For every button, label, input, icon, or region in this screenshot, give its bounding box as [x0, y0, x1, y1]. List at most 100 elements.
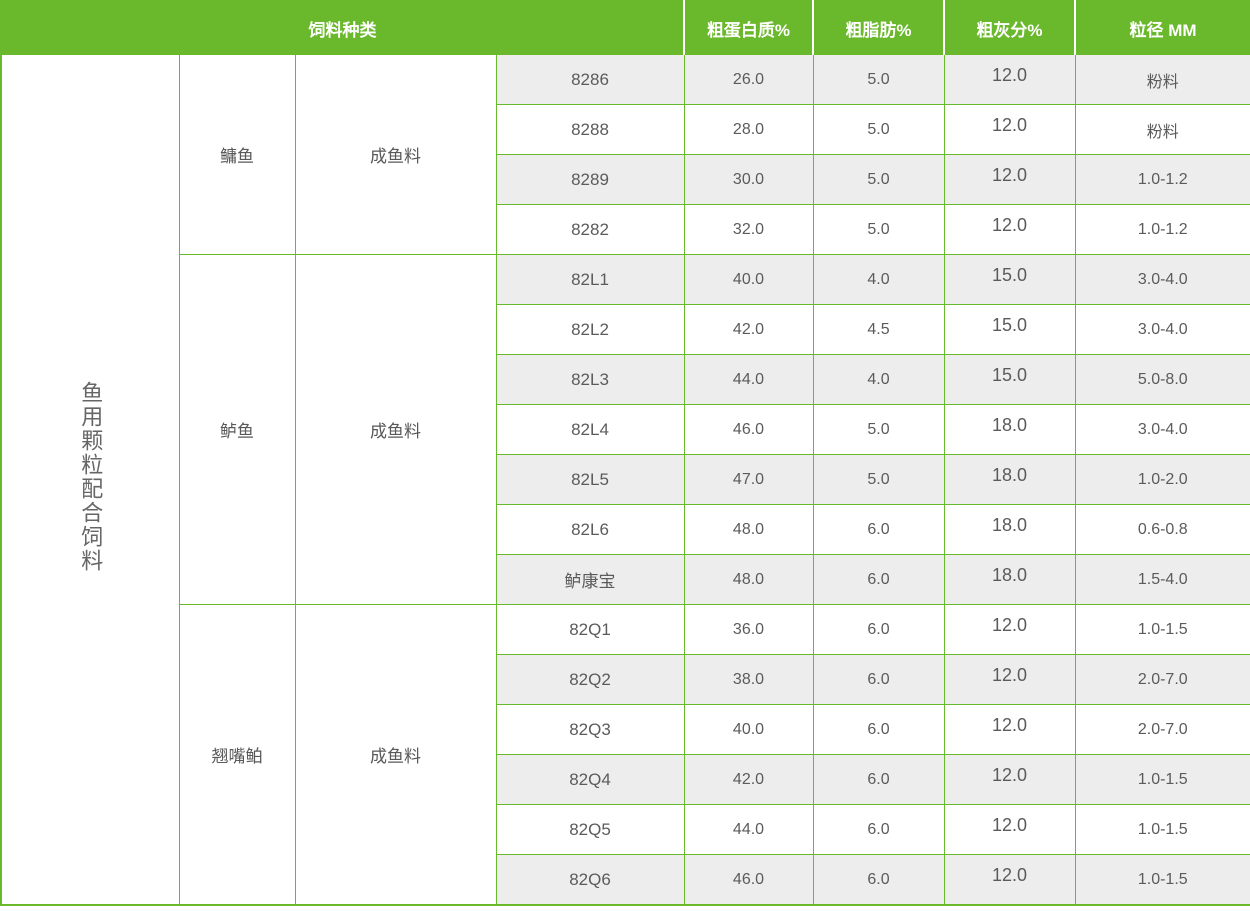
product-code-cell: 82Q6 [495, 854, 685, 906]
crude-ash-value: 18.0 [991, 415, 1028, 435]
crude-fat-cell: 6.0 [812, 854, 945, 906]
crude-ash-value: 18.0 [991, 515, 1028, 535]
crude-ash-value: 18.0 [991, 465, 1028, 485]
table-row: 82L5 47.0 5.0 18.0 1.0-2.0 [1, 454, 1250, 505]
header-crude-ash: 粗灰分% [943, 1, 1075, 55]
product-code-cell: 82Q2 [495, 654, 685, 705]
fish-name-cell: 鲈鱼 [178, 254, 296, 605]
product-code-cell: 82Q1 [495, 604, 685, 655]
table-row: 82L4 46.0 5.0 18.0 3.0-4.0 [1, 404, 1250, 455]
fish-name-cell: 鳙鱼 [178, 54, 296, 255]
table-body: 鱼用颗粒配合饲料 鳙鱼 成鱼料 8286 26.0 5.0 12.0 粉料 8288 28.0 5.… [0, 54, 1250, 906]
crude-protein-cell: 26.0 [683, 54, 814, 105]
crude-ash-value: 12.0 [991, 165, 1028, 185]
crude-ash-cell: 18.0 [943, 454, 1076, 505]
product-code-cell: 82L5 [495, 454, 685, 505]
particle-size-cell: 1.5-4.0 [1074, 554, 1250, 605]
crude-ash-cell: 15.0 [943, 254, 1076, 305]
table-header-row: 饲料种类 粗蛋白质% 粗脂肪% 粗灰分% 粒径 MM [1, 1, 1250, 55]
particle-size-cell: 1.0-1.5 [1074, 604, 1250, 655]
particle-size-cell: 1.0-1.2 [1074, 204, 1250, 255]
crude-protein-cell: 42.0 [683, 304, 814, 355]
crude-ash-cell: 12.0 [943, 654, 1076, 705]
crude-ash-cell: 12.0 [943, 104, 1076, 155]
table-row: 翘嘴鲌 成鱼料 82Q1 36.0 6.0 12.0 1.0-1.5 [1, 604, 1250, 906]
particle-size-cell: 2.0-7.0 [1074, 654, 1250, 705]
header-feed-type: 饲料种类 [1, 1, 684, 55]
table-row: 82L3 44.0 4.0 15.0 5.0-8.0 [1, 354, 1250, 405]
table-row: 鱼用颗粒配合饲料 鳙鱼 成鱼料 8286 26.0 5.0 12.0 粉料 [0, 54, 1250, 906]
product-code-cell: 鲈康宝 [495, 554, 685, 605]
product-code-cell: 82L3 [495, 354, 685, 405]
crude-ash-cell: 18.0 [943, 504, 1076, 555]
crude-fat-cell: 5.0 [812, 404, 945, 455]
product-code-cell: 82L6 [495, 504, 685, 555]
table-row: 鲈鱼 成鱼料 82L1 40.0 4.0 15.0 3.0-4.0 [1, 254, 1250, 605]
crude-protein-cell: 42.0 [683, 754, 814, 805]
crude-fat-cell: 5.0 [812, 104, 945, 155]
feed-stage-cell: 成鱼料 [294, 54, 497, 255]
crude-fat-cell: 4.0 [812, 354, 945, 405]
particle-size-cell: 粉料 [1074, 54, 1250, 105]
crude-ash-value: 12.0 [991, 865, 1028, 885]
particle-size-cell: 2.0-7.0 [1074, 704, 1250, 755]
particle-size-cell: 1.0-1.5 [1074, 804, 1250, 855]
particle-size-cell: 3.0-4.0 [1074, 254, 1250, 305]
crude-fat-cell: 6.0 [812, 704, 945, 755]
feed-stage-cell: 成鱼料 [294, 254, 497, 605]
fish-name-cell: 翘嘴鲌 [178, 604, 296, 906]
particle-size-cell: 5.0-8.0 [1074, 354, 1250, 405]
crude-protein-cell: 40.0 [683, 704, 814, 755]
crude-ash-value: 15.0 [991, 265, 1028, 285]
crude-ash-cell: 12.0 [943, 154, 1076, 205]
product-code-cell: 82Q5 [495, 804, 685, 855]
crude-ash-value: 12.0 [991, 115, 1028, 135]
table-row: 82L6 48.0 6.0 18.0 0.6-0.8 [1, 504, 1250, 555]
product-code-cell: 82Q3 [495, 704, 685, 755]
crude-protein-cell: 48.0 [683, 554, 814, 605]
table-row: 82Q2 38.0 6.0 12.0 2.0-7.0 [1, 654, 1250, 705]
crude-protein-cell: 44.0 [683, 354, 814, 405]
table-row: 82Q6 46.0 6.0 12.0 1.0-1.5 [1, 854, 1250, 906]
category-vertical-label: 鱼用颗粒配合饲料 [78, 381, 104, 573]
crude-protein-cell: 32.0 [683, 204, 814, 255]
crude-fat-cell: 6.0 [812, 504, 945, 555]
crude-fat-cell: 6.0 [812, 554, 945, 605]
crude-ash-cell: 12.0 [943, 204, 1076, 255]
crude-protein-cell: 46.0 [683, 854, 814, 906]
crude-ash-cell: 18.0 [943, 554, 1076, 605]
table-row: 8288 28.0 5.0 12.0 粉料 [1, 104, 1250, 155]
crude-ash-cell: 15.0 [943, 304, 1076, 355]
product-code-cell: 82L2 [495, 304, 685, 355]
particle-size-cell: 1.0-2.0 [1074, 454, 1250, 505]
crude-fat-cell: 4.5 [812, 304, 945, 355]
crude-fat-cell: 4.0 [812, 254, 945, 305]
category-cell: 鱼用颗粒配合饲料 [0, 54, 180, 906]
product-code-cell: 82L1 [495, 254, 685, 305]
table-row: 8282 32.0 5.0 12.0 1.0-1.2 [1, 204, 1250, 255]
crude-ash-value: 12.0 [991, 665, 1028, 685]
crude-protein-cell: 47.0 [683, 454, 814, 505]
crude-ash-cell: 12.0 [943, 704, 1076, 755]
table-row: 82Q3 40.0 6.0 12.0 2.0-7.0 [1, 704, 1250, 755]
header-particle-size: 粒径 MM [1074, 1, 1250, 55]
crude-protein-cell: 36.0 [683, 604, 814, 655]
product-code-cell: 8282 [495, 204, 685, 255]
particle-size-cell: 1.0-1.5 [1074, 854, 1250, 906]
crude-fat-cell: 5.0 [812, 54, 945, 105]
crude-protein-cell: 44.0 [683, 804, 814, 855]
header-crude-protein: 粗蛋白质% [683, 1, 813, 55]
crude-fat-cell: 6.0 [812, 654, 945, 705]
table-row: 82Q4 42.0 6.0 12.0 1.0-1.5 [1, 754, 1250, 805]
crude-protein-cell: 28.0 [683, 104, 814, 155]
crude-ash-cell: 12.0 [943, 854, 1076, 906]
crude-ash-cell: 12.0 [943, 54, 1076, 105]
crude-fat-cell: 6.0 [812, 604, 945, 655]
crude-fat-cell: 5.0 [812, 154, 945, 205]
crude-ash-cell: 12.0 [943, 754, 1076, 805]
product-code-cell: 82Q4 [495, 754, 685, 805]
crude-ash-value: 12.0 [991, 765, 1028, 785]
crude-ash-value: 12.0 [991, 615, 1028, 635]
product-code-cell: 8289 [495, 154, 685, 205]
crude-ash-value: 12.0 [991, 715, 1028, 735]
